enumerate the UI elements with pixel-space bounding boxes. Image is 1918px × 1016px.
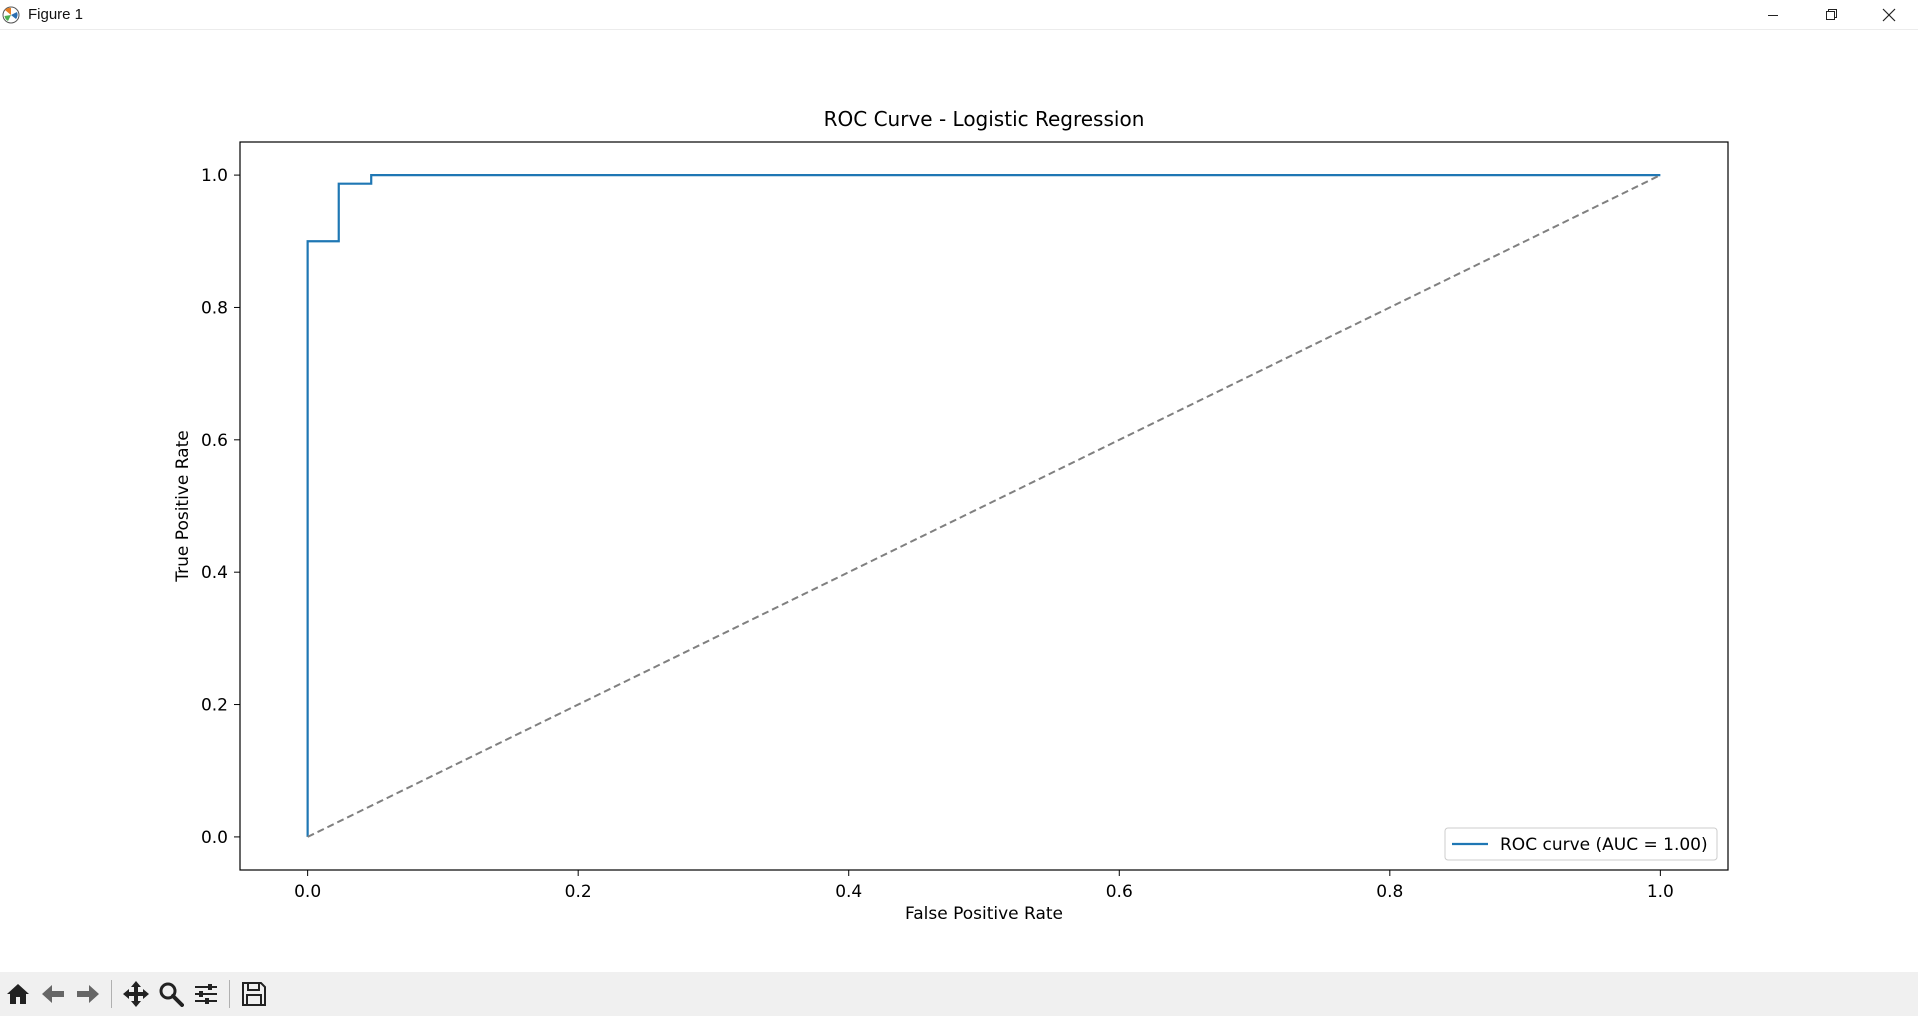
axis-ticks: 0.0 0.2 0.4 0.6 0.8 1.0 0.0 0.2 0.4 0.6 0.8 1.0 xyxy=(201,166,1674,902)
y-axis-label: True Positive Rate xyxy=(173,430,193,582)
y-tick-label: 1.0 xyxy=(201,166,228,186)
legend-box xyxy=(1444,827,1718,861)
window-controls xyxy=(1744,0,1918,29)
y-tick-label: 0.2 xyxy=(201,696,228,716)
window-titlebar: Figure 1 xyxy=(0,0,1918,30)
chance-diagonal-line xyxy=(307,174,1661,838)
chart-title: ROC Curve - Logistic Regression xyxy=(824,107,1145,131)
legend-label: ROC curve (AUC = 1.00) xyxy=(1500,835,1708,855)
restore-icon[interactable] xyxy=(1802,0,1860,29)
x-tick-label: 0.4 xyxy=(835,882,862,902)
roc-chart: ROC Curve - Logistic Regression False Po… xyxy=(173,107,1729,924)
axes-frame xyxy=(239,141,1729,871)
forward-arrow-icon[interactable] xyxy=(71,976,105,1012)
x-tick-label: 0.2 xyxy=(565,882,592,902)
legend: ROC curve (AUC = 1.00) xyxy=(1444,827,1718,861)
y-tick-label: 0.6 xyxy=(201,431,228,451)
x-tick-label: 1.0 xyxy=(1647,882,1674,902)
toolbar-separator xyxy=(229,980,230,1008)
close-icon[interactable] xyxy=(1860,0,1918,29)
back-arrow-icon[interactable] xyxy=(36,976,70,1012)
x-tick-label: 0.0 xyxy=(294,882,321,902)
roc-curve-line xyxy=(306,173,1661,837)
navigation-toolbar xyxy=(0,972,1918,1016)
save-icon[interactable] xyxy=(237,976,271,1012)
window-title: Figure 1 xyxy=(28,6,84,23)
x-tick-label: 0.6 xyxy=(1106,882,1133,902)
zoom-icon[interactable] xyxy=(154,976,188,1012)
minimize-icon[interactable] xyxy=(1744,0,1802,29)
x-tick-label: 0.8 xyxy=(1376,882,1403,902)
figure-canvas[interactable]: ROC Curve - Logistic Regression False Po… xyxy=(0,30,1918,972)
home-icon[interactable] xyxy=(1,976,35,1012)
toolbar-separator xyxy=(111,980,112,1008)
y-tick-label: 0.4 xyxy=(201,563,228,583)
matplotlib-icon xyxy=(1,5,21,25)
plot-lines xyxy=(306,173,1661,838)
configure-subplots-icon[interactable] xyxy=(189,976,223,1012)
pan-icon[interactable] xyxy=(119,976,153,1012)
x-axis-label: False Positive Rate xyxy=(905,904,1063,924)
y-tick-label: 0.0 xyxy=(201,828,228,848)
y-tick-label: 0.8 xyxy=(201,298,228,318)
